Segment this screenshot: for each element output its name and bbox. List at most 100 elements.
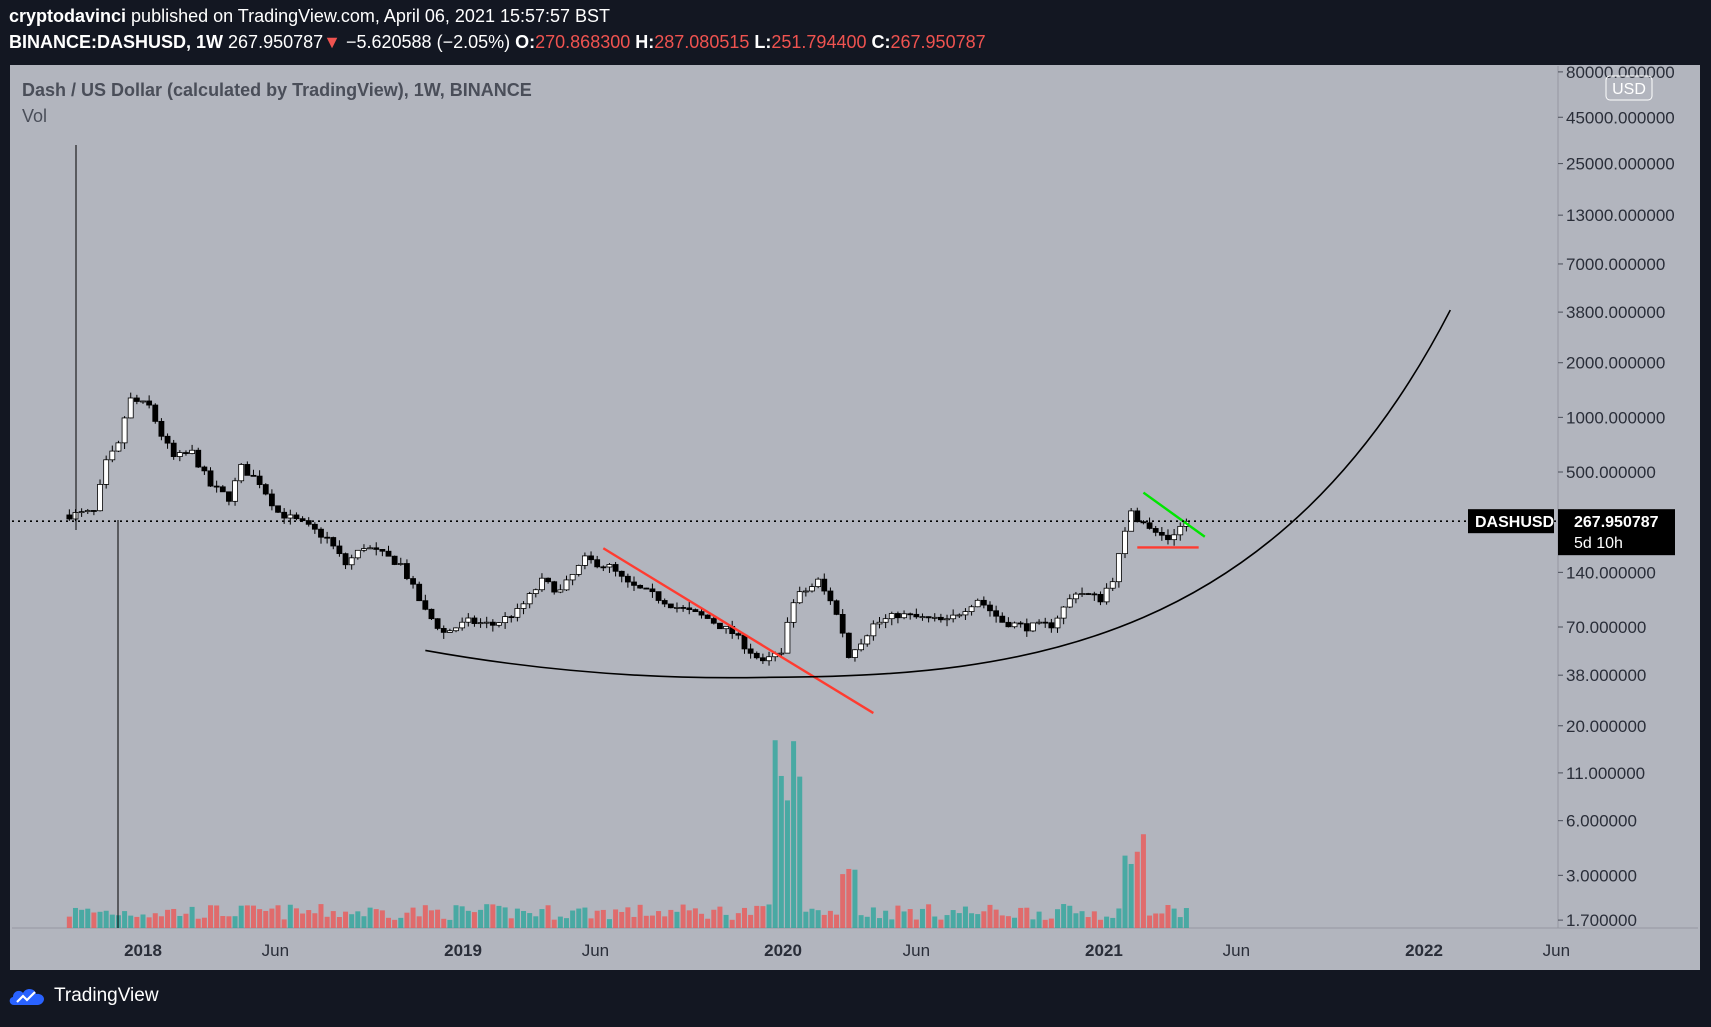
volume-bar bbox=[950, 910, 956, 928]
volume-bar bbox=[815, 910, 821, 928]
volume-bar bbox=[336, 917, 342, 928]
candle-body bbox=[416, 583, 423, 602]
y-tick-label: 11.000000 bbox=[1566, 764, 1645, 783]
volume-bar bbox=[502, 907, 508, 928]
volume-bar bbox=[864, 916, 870, 928]
volume-bar bbox=[889, 919, 895, 928]
candle-body bbox=[404, 563, 410, 579]
candle-body bbox=[66, 514, 73, 520]
candle-body bbox=[471, 617, 478, 624]
y-tick-label: 140.000000 bbox=[1566, 563, 1656, 582]
candle-body bbox=[864, 635, 871, 645]
candle-body bbox=[183, 452, 189, 454]
volume-bar bbox=[809, 908, 815, 928]
candle-body bbox=[950, 614, 957, 620]
volume-bar bbox=[478, 909, 484, 928]
volume-bar bbox=[895, 905, 901, 928]
volume-bar bbox=[748, 914, 754, 928]
candle-body bbox=[563, 579, 570, 591]
candle-body bbox=[1060, 606, 1067, 619]
candle-body bbox=[1177, 526, 1184, 536]
candle-body bbox=[502, 616, 509, 624]
y-tick-label: 1000.000000 bbox=[1566, 408, 1665, 427]
candle-body bbox=[483, 621, 490, 624]
candle-body bbox=[1109, 581, 1116, 589]
volume-bar bbox=[1147, 915, 1153, 928]
candle-body bbox=[514, 608, 521, 618]
candle-body bbox=[557, 589, 564, 593]
candle-body bbox=[354, 549, 361, 559]
candle-body bbox=[1122, 530, 1128, 555]
price-change: −5.620588 (−2.05%) bbox=[345, 32, 511, 52]
volume-bar bbox=[453, 905, 459, 928]
volume-bar bbox=[195, 918, 201, 928]
candle-body bbox=[97, 484, 103, 512]
volume-bar bbox=[877, 918, 883, 928]
x-tick-label: 2018 bbox=[124, 941, 162, 960]
volume-bar bbox=[263, 910, 269, 928]
volume-bar bbox=[846, 868, 852, 928]
candle-body bbox=[158, 420, 165, 437]
volume-bar bbox=[367, 907, 373, 928]
symbol-tag-label: DASHUSD bbox=[1475, 514, 1554, 531]
volume-bar bbox=[1024, 907, 1030, 928]
volume-bar bbox=[428, 910, 434, 928]
candle-body bbox=[78, 511, 85, 514]
currency-badge-label: USD bbox=[1612, 81, 1646, 98]
candle-body bbox=[588, 555, 594, 561]
candle-body bbox=[839, 614, 846, 634]
volume-bar bbox=[975, 914, 981, 928]
green-trendline bbox=[1142, 491, 1206, 538]
candle-body bbox=[631, 581, 637, 586]
x-tick-label: Jun bbox=[1223, 941, 1250, 960]
volume-bar bbox=[146, 917, 152, 928]
x-tick-label: 2020 bbox=[764, 941, 802, 960]
volume-bar bbox=[606, 919, 612, 928]
candle-body bbox=[232, 480, 238, 502]
candle-body bbox=[287, 514, 294, 519]
volume-bar bbox=[97, 911, 103, 928]
volume-bar bbox=[1054, 909, 1060, 928]
volume-bar bbox=[1140, 834, 1146, 928]
author-name[interactable]: cryptodavinci bbox=[9, 6, 127, 26]
candle-body bbox=[674, 607, 680, 609]
volume-bar bbox=[594, 910, 600, 928]
volume-bar bbox=[355, 911, 361, 928]
volume-bar bbox=[1091, 911, 1097, 928]
candle-body bbox=[520, 603, 527, 609]
volume-bar bbox=[956, 913, 962, 928]
candle-body bbox=[1036, 621, 1042, 624]
volume-bar bbox=[490, 904, 496, 928]
candle-body bbox=[526, 593, 533, 605]
volume-bar bbox=[539, 909, 545, 928]
volume-bar bbox=[858, 915, 864, 928]
candle-body bbox=[1097, 593, 1104, 603]
volume-bar bbox=[91, 912, 97, 928]
candle-body bbox=[956, 614, 963, 617]
candle-body bbox=[238, 464, 245, 482]
candle-body bbox=[262, 484, 269, 495]
volume-bar bbox=[330, 911, 336, 928]
candle-body bbox=[827, 590, 834, 602]
volume-bar bbox=[827, 910, 833, 928]
volume-bar bbox=[85, 908, 91, 928]
published-text: published on TradingView.com, April 06, … bbox=[126, 6, 611, 26]
volume-bar bbox=[287, 904, 293, 928]
volume-bar bbox=[1183, 908, 1189, 928]
volume-bar bbox=[600, 909, 606, 928]
volume-bar bbox=[643, 915, 649, 928]
volume-bar bbox=[717, 906, 723, 928]
volume-bar bbox=[723, 914, 729, 928]
candle-body bbox=[219, 486, 226, 493]
tradingview-logo[interactable]: TradingView bbox=[8, 985, 159, 1007]
candle-body bbox=[201, 466, 208, 472]
candle-body bbox=[367, 547, 373, 550]
volume-bar bbox=[238, 905, 244, 928]
candle-body bbox=[1048, 622, 1055, 629]
volume-bar bbox=[760, 906, 766, 928]
volume-bar bbox=[1122, 855, 1128, 928]
candle-body bbox=[391, 555, 398, 565]
candle-body bbox=[336, 545, 343, 555]
volume-bar bbox=[576, 908, 582, 928]
